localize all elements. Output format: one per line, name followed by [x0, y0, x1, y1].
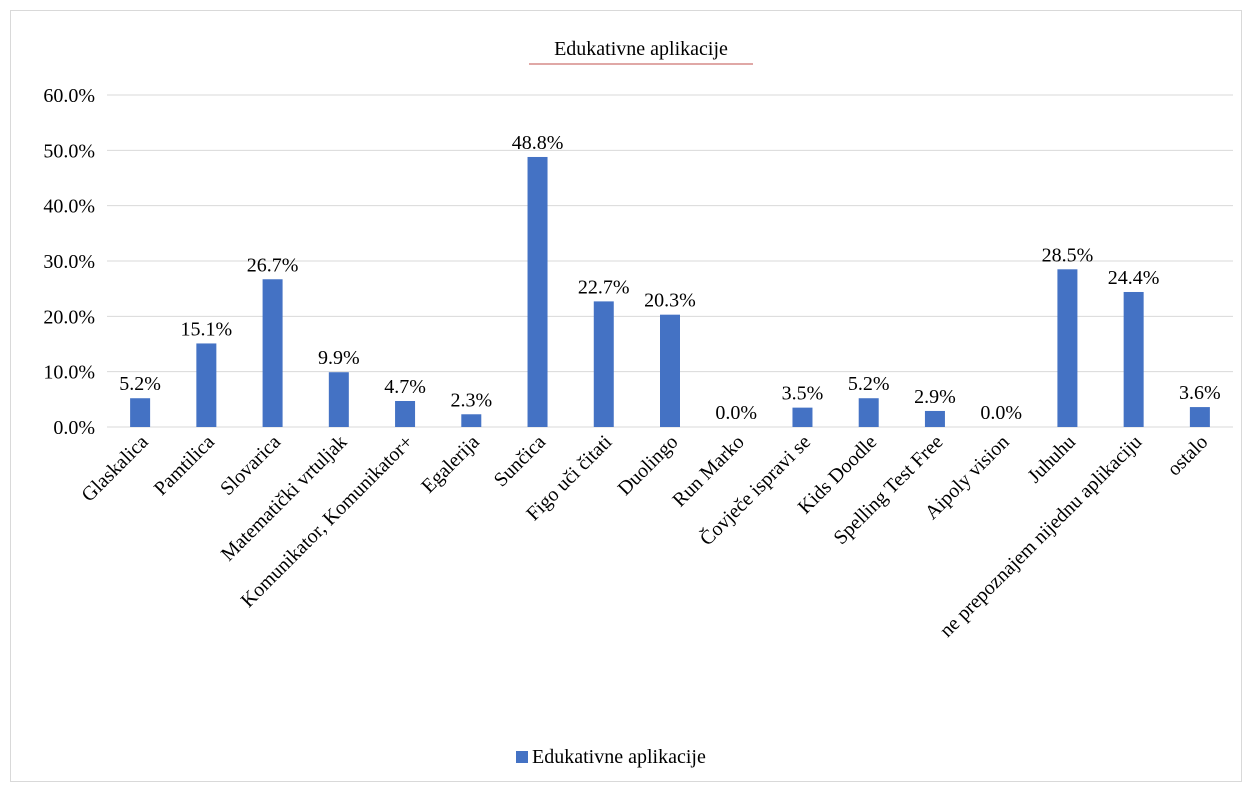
- y-tick-label: 0.0%: [53, 417, 95, 439]
- chart-area: Edukativne aplikacije 0.0% 10.0% 20.0% 30.0…: [10, 10, 1242, 782]
- data-label: 3.5%: [782, 383, 824, 405]
- bar: [196, 343, 217, 427]
- bar: [130, 398, 151, 427]
- legend: Edukativne aplikacije: [516, 746, 706, 768]
- data-label: 2.3%: [450, 389, 492, 411]
- bars: [130, 156, 1210, 427]
- y-tick-label: 50.0%: [43, 140, 95, 162]
- x-tick-label: ostalo: [1163, 431, 1212, 480]
- data-label: 20.3%: [644, 290, 696, 312]
- y-tick-label: 30.0%: [43, 251, 95, 273]
- x-tick-label: Juhuhu: [1024, 431, 1080, 487]
- legend-swatch: [516, 751, 528, 763]
- bar: [527, 156, 548, 427]
- data-label: 5.2%: [119, 373, 161, 395]
- legend-label: Edukativne aplikacije: [532, 746, 706, 768]
- x-tick-label: Glaskalica: [77, 431, 152, 506]
- y-tick-label: 10.0%: [43, 362, 95, 384]
- bar: [792, 407, 813, 427]
- data-label: 15.1%: [181, 318, 233, 340]
- bar-chart: Edukativne aplikacije 0.0% 10.0% 20.0% 30.0…: [43, 38, 1233, 768]
- bar: [660, 314, 680, 427]
- y-tick-label: 20.0%: [43, 306, 95, 328]
- data-label: 0.0%: [980, 402, 1022, 424]
- bar: [1123, 291, 1144, 427]
- data-label: 24.4%: [1108, 267, 1160, 289]
- x-tick-label: Matematički vrtuljak: [217, 431, 352, 566]
- data-label: 9.9%: [318, 347, 360, 369]
- bar: [262, 279, 283, 427]
- x-tick-label: Egalerija: [417, 431, 484, 498]
- y-tick-label: 40.0%: [43, 196, 95, 218]
- bar: [924, 410, 945, 427]
- data-label: 2.9%: [914, 386, 956, 408]
- x-tick-label: Čovječe ispravi se: [694, 429, 815, 550]
- data-label: 22.7%: [578, 276, 630, 298]
- x-tick-label: Pamtilica: [150, 431, 219, 500]
- bar: [593, 301, 614, 427]
- data-label: 48.8%: [512, 132, 564, 154]
- data-label: 28.5%: [1042, 244, 1094, 266]
- x-tick-label: Sunčica: [490, 431, 550, 491]
- y-tick-label: 60.0%: [43, 85, 95, 107]
- data-labels: 5.2% 15.1% 26.7% 9.9% 4.7% 2.3% 48.8% 22.7% 20.3…: [119, 132, 1220, 424]
- bar: [328, 372, 349, 427]
- x-axis-tick-labels: GlaskalicaPamtilicaSlovaricaMatematički …: [77, 429, 1212, 641]
- bar: [1057, 269, 1078, 427]
- bar: [461, 414, 482, 427]
- data-label: 5.2%: [848, 373, 890, 395]
- y-axis-tick-labels: 0.0% 10.0% 20.0% 30.0% 40.0% 50.0% 60.0%: [43, 85, 95, 439]
- data-label: 4.7%: [384, 376, 426, 398]
- bar: [858, 398, 879, 427]
- data-label: 3.6%: [1179, 382, 1221, 404]
- bar: [395, 400, 416, 427]
- chart-title: Edukativne aplikacije: [554, 38, 728, 60]
- data-label: 0.0%: [715, 402, 757, 424]
- x-tick-label: Duolingo: [614, 431, 683, 500]
- x-tick-label: Slovarica: [216, 431, 285, 500]
- data-label: 26.7%: [247, 254, 299, 276]
- bar: [1189, 407, 1210, 427]
